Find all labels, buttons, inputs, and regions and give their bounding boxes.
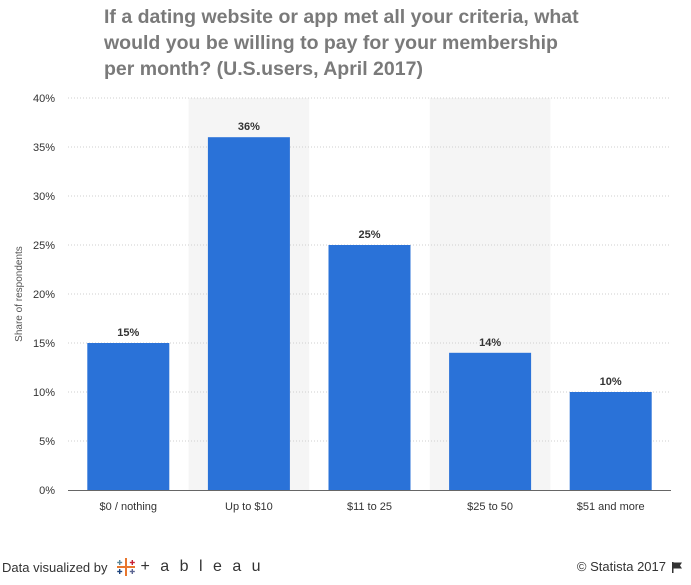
y-axis-label: Share of respondents bbox=[14, 246, 25, 342]
y-tick-label: 10% bbox=[33, 387, 55, 399]
data-visualized-by-label: Data visualized by bbox=[2, 559, 108, 575]
x-category-label: $0 / nothing bbox=[100, 501, 158, 513]
x-category-label: $25 to 50 bbox=[467, 501, 513, 513]
y-tick-label: 35% bbox=[33, 142, 55, 154]
bar-chart: 0% 5% 10% 15% 20% 25% 30% 35% 40% 15% $0 / nothing… bbox=[14, 93, 671, 513]
bar bbox=[569, 392, 652, 490]
y-tick-label: 15% bbox=[33, 338, 55, 350]
bar-value-label: 14% bbox=[479, 337, 501, 349]
tableau-wordmark: + a b l e a u bbox=[140, 558, 264, 575]
bar bbox=[449, 352, 532, 490]
y-tick-label: 30% bbox=[33, 191, 55, 203]
x-category-label: $51 and more bbox=[577, 501, 645, 513]
flag-icon[interactable] bbox=[671, 561, 683, 573]
tableau-logo[interactable]: + a b l e a u bbox=[115, 556, 264, 578]
footer-copyright: © Statista 2017 bbox=[577, 559, 683, 574]
bar bbox=[87, 343, 170, 490]
bar-value-label: 25% bbox=[358, 229, 380, 241]
footer-attribution: Data visualized by + a b l e a u bbox=[2, 556, 264, 578]
x-category-label: Up to $10 bbox=[225, 501, 273, 513]
bar bbox=[328, 245, 411, 490]
x-category-label: $11 to 25 bbox=[347, 501, 392, 513]
bar-value-label: 10% bbox=[600, 376, 622, 388]
chart-title: If a dating website or app met all your … bbox=[104, 6, 579, 80]
y-tick-label: 0% bbox=[39, 485, 55, 497]
y-tick-label: 20% bbox=[33, 289, 55, 301]
copyright-text: © Statista 2017 bbox=[576, 559, 666, 574]
y-tick-label: 25% bbox=[33, 240, 55, 252]
bar-value-label: 36% bbox=[238, 121, 260, 133]
bar bbox=[207, 137, 290, 490]
bar-value-label: 15% bbox=[117, 327, 139, 339]
y-tick-label: 40% bbox=[33, 93, 55, 105]
tableau-logo-icon bbox=[116, 558, 135, 576]
y-tick-label: 5% bbox=[39, 436, 55, 448]
